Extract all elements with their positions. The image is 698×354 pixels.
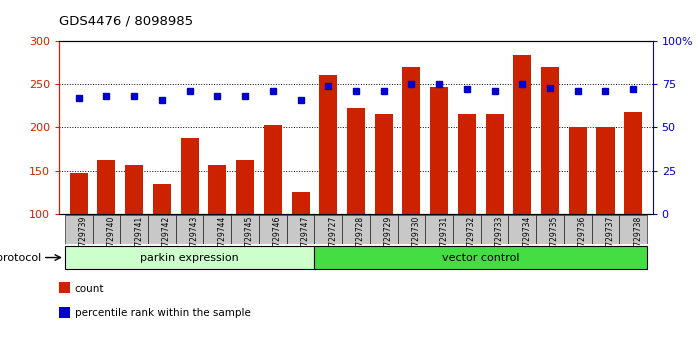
Text: GSM729735: GSM729735 xyxy=(550,216,559,262)
Bar xyxy=(370,215,398,244)
Bar xyxy=(564,215,592,244)
Bar xyxy=(98,160,115,301)
Text: GSM729733: GSM729733 xyxy=(495,216,503,262)
Text: GSM729730: GSM729730 xyxy=(411,216,420,262)
Bar xyxy=(153,184,171,301)
Bar xyxy=(120,215,148,244)
Text: GSM729741: GSM729741 xyxy=(134,216,143,262)
Bar xyxy=(314,246,647,269)
Text: percentile rank within the sample: percentile rank within the sample xyxy=(75,308,251,318)
Text: GSM729740: GSM729740 xyxy=(107,216,115,262)
Bar xyxy=(314,215,342,244)
Bar xyxy=(70,173,88,301)
Bar xyxy=(204,215,231,244)
Text: protocol: protocol xyxy=(0,252,41,263)
Bar xyxy=(148,215,176,244)
Bar xyxy=(624,112,642,301)
Bar xyxy=(513,56,531,301)
Bar xyxy=(236,160,254,301)
Bar xyxy=(347,108,365,301)
Bar xyxy=(403,67,420,301)
Bar xyxy=(287,215,314,244)
Text: GSM729738: GSM729738 xyxy=(633,216,642,262)
Bar xyxy=(181,138,199,301)
Bar xyxy=(541,67,559,301)
Bar xyxy=(453,215,481,244)
Bar xyxy=(319,75,337,301)
Text: GSM729736: GSM729736 xyxy=(578,216,587,262)
Text: parkin expression: parkin expression xyxy=(140,252,239,263)
Text: GSM729732: GSM729732 xyxy=(467,216,476,262)
Bar xyxy=(342,215,370,244)
Text: GSM729746: GSM729746 xyxy=(273,216,282,262)
Text: GSM729747: GSM729747 xyxy=(301,216,309,262)
Text: GDS4476 / 8098985: GDS4476 / 8098985 xyxy=(59,14,193,27)
Bar xyxy=(508,215,536,244)
Text: GSM729731: GSM729731 xyxy=(439,216,448,262)
Bar xyxy=(125,165,143,301)
Bar xyxy=(65,246,314,269)
Bar xyxy=(93,215,120,244)
Bar xyxy=(569,127,587,301)
Text: GSM729739: GSM729739 xyxy=(79,216,88,262)
Text: GSM729744: GSM729744 xyxy=(217,216,226,262)
Bar xyxy=(425,215,453,244)
Text: GSM729742: GSM729742 xyxy=(162,216,171,262)
Bar xyxy=(481,215,508,244)
Bar xyxy=(259,215,287,244)
Text: GSM729727: GSM729727 xyxy=(328,216,337,262)
Text: vector control: vector control xyxy=(442,252,519,263)
Bar xyxy=(264,125,282,301)
Bar xyxy=(486,114,504,301)
Bar xyxy=(458,114,476,301)
Bar xyxy=(375,114,393,301)
Bar xyxy=(65,215,93,244)
Bar xyxy=(430,87,448,301)
Bar xyxy=(592,215,619,244)
Bar xyxy=(231,215,259,244)
Bar xyxy=(597,127,614,301)
Text: GSM729729: GSM729729 xyxy=(384,216,393,262)
Bar xyxy=(292,193,309,301)
Text: GSM729737: GSM729737 xyxy=(605,216,614,262)
Text: GSM729745: GSM729745 xyxy=(245,216,254,262)
Bar xyxy=(208,165,226,301)
Bar xyxy=(536,215,564,244)
Bar xyxy=(619,215,647,244)
Bar xyxy=(398,215,425,244)
Text: GSM729728: GSM729728 xyxy=(356,216,365,262)
Bar xyxy=(176,215,204,244)
Text: GSM729743: GSM729743 xyxy=(190,216,199,262)
Text: GSM729734: GSM729734 xyxy=(522,216,531,262)
Text: count: count xyxy=(75,284,104,293)
